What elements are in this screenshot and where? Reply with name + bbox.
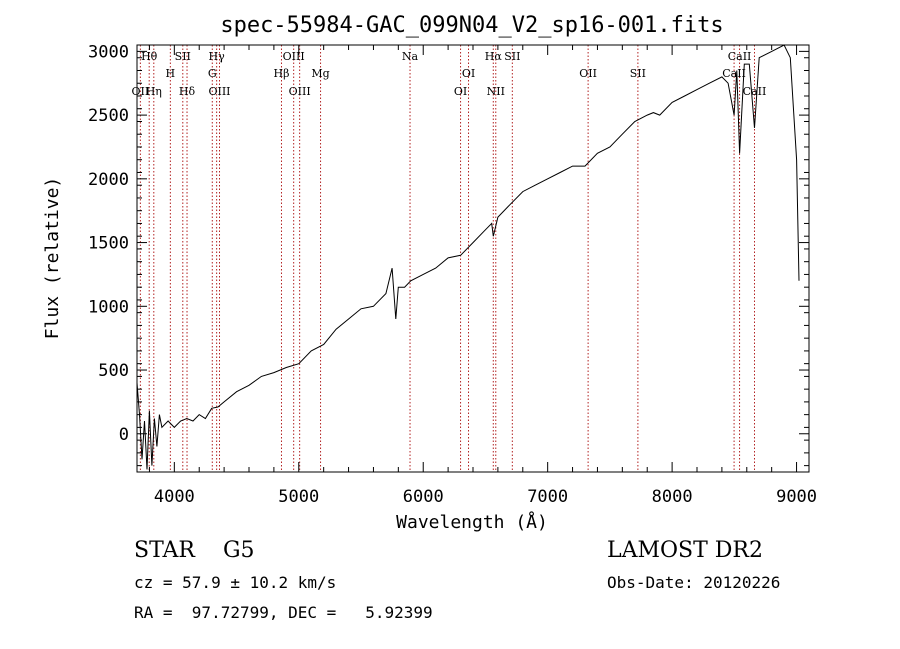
y-tick-label: 0 [119,425,129,445]
chart-title: spec-55984-GAC_099N04_V2_sp16-001.fits [220,13,723,38]
spectral-line-label: NII [487,85,505,98]
spectral-line-label: OIII [289,85,311,98]
observation-date: Obs-Date: 20120226 [607,573,781,592]
y-tick-label: 2000 [88,170,129,190]
x-axis-label: Wavelength (Å) [396,511,548,533]
spectral-line-label: Hα [485,50,503,63]
x-axis-ticks: 4000 5000 6000 7000 8000 9000 [148,45,817,507]
x-tick-label: 6000 [403,487,444,507]
y-tick-label: 3000 [88,42,129,62]
spectral-line-label: CaII [743,85,767,98]
spectral-line-label: OI [462,67,475,80]
spectral-line-label: OII [579,67,597,80]
ra-dec-coordinates: RA = 97.72799, DEC = 5.92399 [134,603,433,622]
y-tick-label: 1000 [88,297,129,317]
spectral-line-label: SII [630,67,646,80]
survey-name: LAMOST DR2 [607,538,763,563]
spectral-line-label: CaII [722,67,746,80]
spectral-line-label: OI [454,85,467,98]
x-tick-label: 7000 [527,487,568,507]
object-class: STAR G5 [134,538,255,563]
spectral-line-markers [139,45,755,472]
spectral-line-label: OIII [283,50,305,63]
spectral-line-label: Na [402,50,419,63]
spectral-line-labels: HθOIIHηHSIIHδHγGOIIIOIIIHβOIIIMgNaOIOIHα… [132,50,767,98]
spectral-line-label: H [166,67,176,80]
spectral-line-label: Hθ [141,50,158,63]
spectral-line-label: CaII [728,50,752,63]
spectral-line-label: OII [132,85,150,98]
plot-frame [136,44,810,473]
spectral-line-label: Hη [146,85,162,98]
spectral-line-label: G [208,67,217,80]
spectral-line-label: Hγ [209,50,226,63]
spectral-line-label: Mg [311,67,329,80]
x-tick-label: 8000 [652,487,693,507]
spectral-line-label: Hβ [274,67,290,80]
y-tick-label: 500 [98,361,129,381]
spectrum-line [136,44,800,470]
y-axis-ticks: 0 500 1000 1500 2000 2500 3000 [88,42,809,467]
spectral-line-label: SII [504,50,520,63]
spectral-line-label: OIII [208,85,230,98]
y-axis-label: Flux (relative) [42,177,63,340]
y-tick-label: 1500 [88,234,129,254]
redshift-velocity: cz = 57.9 ± 10.2 km/s [134,573,337,592]
x-tick-label: 5000 [278,487,319,507]
y-tick-label: 2500 [88,106,129,126]
x-tick-label: 4000 [154,487,195,507]
x-tick-label: 9000 [776,487,817,507]
spectral-line-label: SII [175,50,191,63]
spectrum-chart: spec-55984-GAC_099N04_V2_sp16-001.fits H… [42,13,817,533]
spectral-line-label: Hδ [179,85,196,98]
